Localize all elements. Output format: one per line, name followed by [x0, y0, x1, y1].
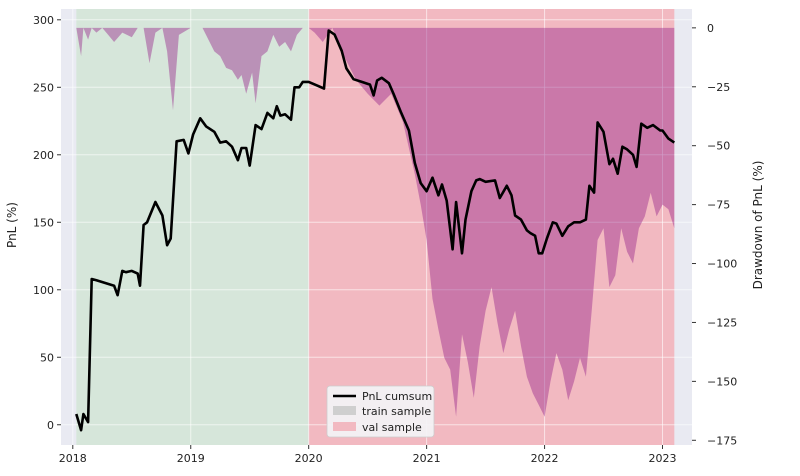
x-axis-ticks: 2018 2019 2020 2021 2022 2023 — [59, 445, 677, 465]
x-tick-label: 2019 — [177, 452, 205, 465]
drawdown-area — [76, 27, 675, 417]
legend: PnL cumsum train sample val sample — [326, 385, 435, 438]
y2-tick-label: −125 — [707, 316, 737, 329]
drawdown-fill — [76, 27, 675, 417]
y2-tick-label: 0 — [707, 22, 714, 35]
legend-swatch-train — [333, 406, 356, 415]
y-tick-label: 300 — [33, 14, 54, 27]
x-tick-label: 2018 — [59, 452, 87, 465]
sample-regions — [76, 9, 675, 445]
pnl-line-layer — [75, 29, 676, 432]
x-tick-label: 2022 — [531, 452, 559, 465]
legend-swatch-val — [333, 422, 356, 431]
y-tick-label: 0 — [47, 419, 54, 432]
x-tick-label: 2023 — [649, 452, 677, 465]
y-tick-label: 200 — [33, 149, 54, 162]
legend-label-val: val sample — [362, 421, 422, 434]
y2-tick-label: −25 — [707, 81, 730, 94]
legend-label-train: train sample — [362, 405, 431, 418]
y-tick-label: 100 — [33, 284, 54, 297]
pnl-line — [75, 29, 676, 432]
y2-tick-label: −75 — [707, 199, 730, 212]
y-tick-label: 50 — [40, 351, 54, 364]
y-axis-label: PnL (%) — [5, 202, 19, 248]
y-axis-ticks: 0 50 100 150 200 250 300 — [33, 14, 61, 432]
region-val-sample — [308, 9, 675, 445]
y2-axis-label: Drawdown of PnL (%) — [751, 161, 765, 290]
y-tick-label: 250 — [33, 81, 54, 94]
y2-tick-label: −50 — [707, 140, 730, 153]
region-train-sample — [76, 9, 309, 445]
x-tick-label: 2021 — [413, 452, 441, 465]
x-tick-label: 2020 — [295, 452, 323, 465]
y2-axis-ticks: 0 −25 −50 −75 −100 −125 −150 −175 — [692, 22, 737, 447]
y2-tick-label: −175 — [707, 434, 737, 447]
grid-lines — [61, 9, 692, 445]
y2-tick-label: −100 — [707, 258, 737, 271]
y2-tick-label: −150 — [707, 375, 737, 388]
y-tick-label: 150 — [33, 216, 54, 229]
legend-label-pnl: PnL cumsum — [362, 390, 432, 403]
